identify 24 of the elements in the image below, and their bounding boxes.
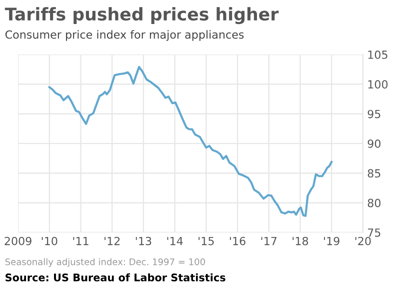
x-tick-label: '17 [261,236,276,246]
x-tick-label: '19 [324,236,340,246]
chart-title: Tariffs pushed prices higher [4,7,279,24]
y-tick-label: 80 [368,198,380,208]
x-tick-label: 2009 [4,236,32,246]
line-series [48,66,333,217]
x-tick-label: '11 [73,236,88,246]
x-tick-label: '18 [292,236,308,246]
y-tick-label: 75 [368,228,380,237]
x-tick-label: '13 [136,236,152,246]
x-tick-label: '20 [355,236,371,246]
x-tick-label: '14 [167,236,183,246]
y-tick-label: 100 [368,80,388,89]
x-tick-label: '10 [42,236,58,246]
x-tick-label: '16 [230,236,246,246]
y-tick-label: 95 [368,110,380,118]
source-note: Source: US Bureau of Labor Statistics [6,273,226,282]
text: Seasonally adjusted index: Dec. 1997 = 100 [5,258,205,267]
y-tick-label: 90 [368,139,380,148]
x-tick-label: '12 [104,236,120,246]
y-tick-label: 85 [368,169,380,178]
y-tick-label: 105 [368,50,388,59]
chart-subtitle: Consumer price index for major appliances [5,30,244,41]
x-tick-label: '15 [198,236,214,246]
